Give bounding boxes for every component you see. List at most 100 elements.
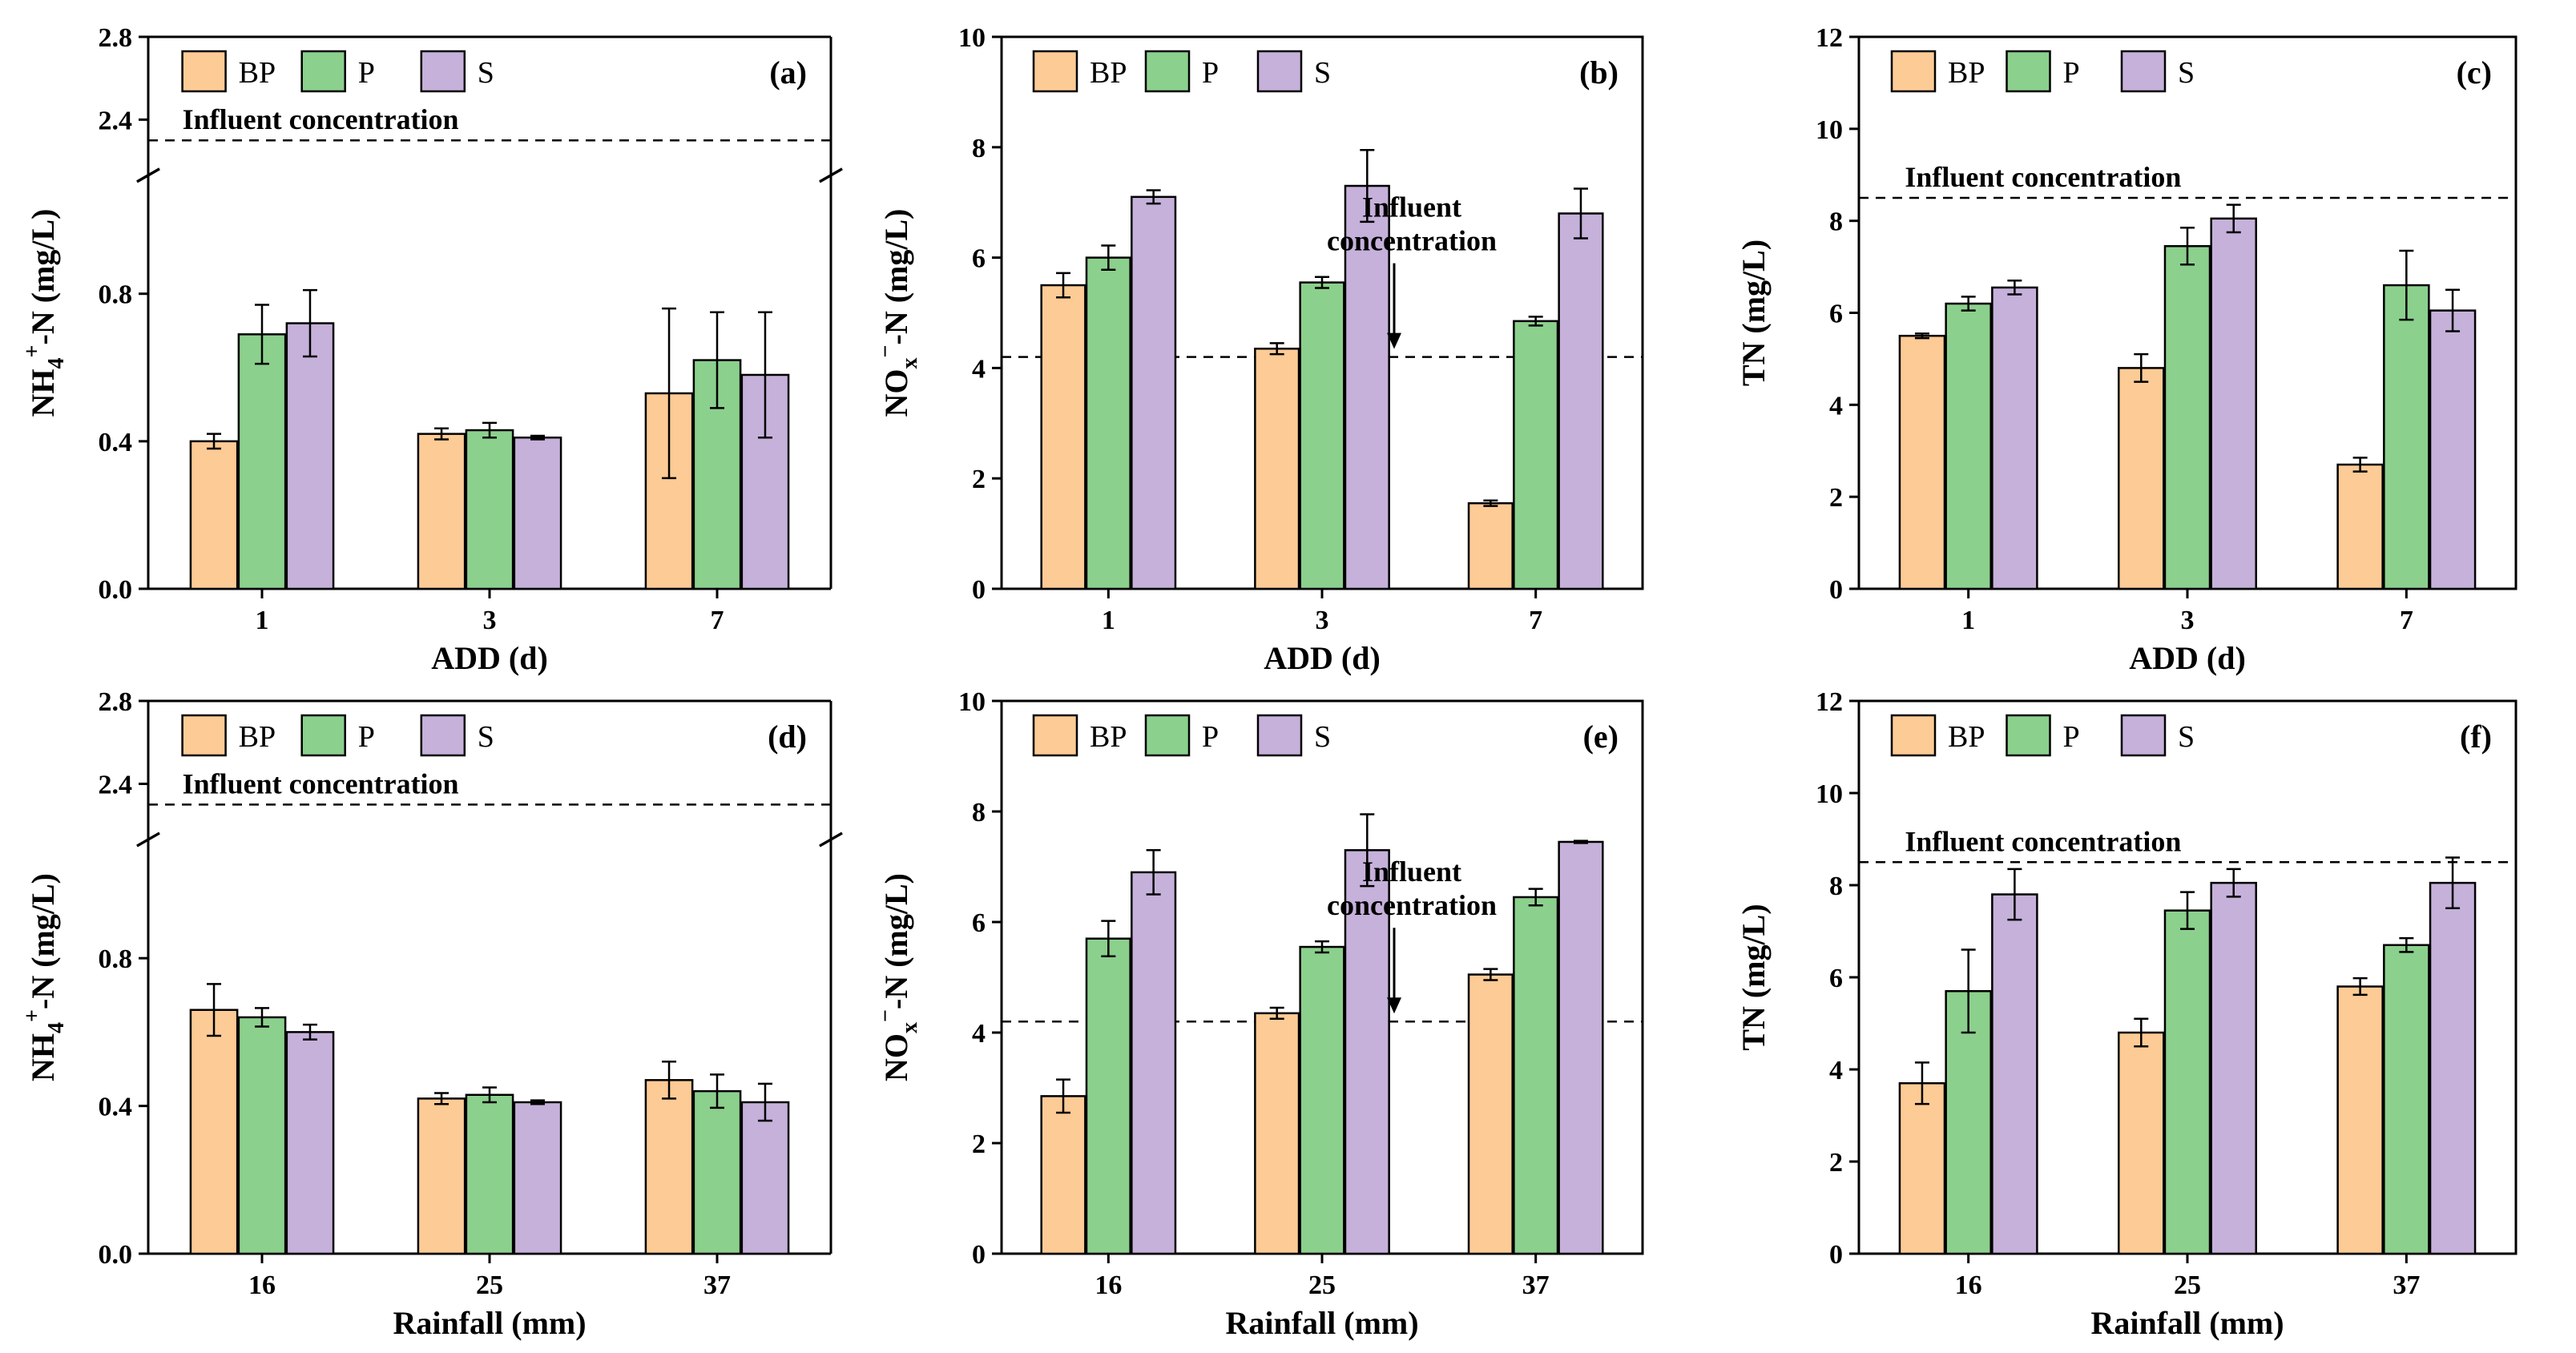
x-axis-title: Rainfall (mm) <box>1225 1305 1418 1341</box>
bar-S-37 <box>2429 881 2477 1255</box>
bar-BP-25 <box>417 1097 466 1255</box>
bar-S-16 <box>1131 871 1177 1255</box>
y-tick-label: 0.8 <box>99 280 133 310</box>
legend-label-S: S <box>1314 720 1331 754</box>
y-axis-title: NOx−-N (mg/L) <box>873 873 922 1081</box>
annotation-text: concentration <box>1327 225 1497 257</box>
legend-swatch-S <box>2120 714 2167 757</box>
annotation-text: Influent <box>1362 191 1461 223</box>
legend-label-S: S <box>2178 56 2195 90</box>
panel-label: (a) <box>769 54 807 91</box>
x-tick-label: 3 <box>1316 606 1329 635</box>
y-tick-label: 6 <box>972 244 986 274</box>
bar-BP-1 <box>1898 334 1946 590</box>
panel-b: 0 2 4 6 8 10 1 3 7 ADD (d) NOx−-N (mg/L) BP P S (b) Inf… <box>873 23 1644 676</box>
legend-label-S: S <box>1314 56 1331 90</box>
bar-S-25 <box>1344 849 1390 1255</box>
x-tick-label: 16 <box>248 1270 276 1300</box>
legend-label-BP: BP <box>239 720 276 754</box>
legend-swatch-BP <box>1032 714 1078 757</box>
bar-S-1 <box>1131 195 1177 590</box>
x-tick-label: 25 <box>476 1270 503 1300</box>
y-axis-title-subscript: x <box>897 1022 922 1033</box>
legend-label-S: S <box>478 720 494 754</box>
panel-f: 0 2 4 6 8 10 12 16 25 37 Rainfall (mm) TN (mg/L) BP P… <box>1735 687 2518 1341</box>
legend-label-P: P <box>358 56 375 90</box>
bar-S-37 <box>1558 840 1604 1255</box>
bar-P-25 <box>1299 945 1345 1255</box>
y-tick-label: 2 <box>972 465 986 494</box>
annotation-arrow-head <box>1387 997 1401 1014</box>
y-tick-label: 0.0 <box>99 575 133 605</box>
y-tick-label: 12 <box>1816 687 1843 717</box>
x-axis-title: ADD (d) <box>431 640 548 676</box>
bar-S-7 <box>2429 309 2477 590</box>
legend-swatch-P <box>2006 50 2051 93</box>
panel-label: (e) <box>1583 719 1619 755</box>
bar-BP-25 <box>1254 1012 1300 1255</box>
legend-swatch-S <box>420 714 466 757</box>
legend-swatch-S <box>420 50 466 93</box>
legend-swatch-S <box>1256 50 1303 93</box>
annotation-text: Influent concentration <box>1905 825 2181 857</box>
y-axis-title-unit: -N (mg/L) <box>878 209 914 345</box>
y-axis-title-subscript: x <box>897 357 922 368</box>
bar-BP-37 <box>1467 973 1514 1255</box>
y-tick-label: 10 <box>958 23 986 53</box>
y-axis-title-subscript: 4 <box>44 1022 69 1033</box>
legend-swatch-P <box>1144 714 1191 757</box>
legend-swatch-P <box>300 50 346 93</box>
bar-S-16 <box>285 1031 335 1255</box>
y-tick-label: 8 <box>972 798 986 828</box>
y-tick-label: 12 <box>1816 23 1843 53</box>
y-tick-label: 0.0 <box>99 1240 133 1270</box>
bar-P-1 <box>1945 302 1992 590</box>
y-axis-title: NH4+-N (mg/L) <box>20 209 69 417</box>
bar-S-3 <box>2210 217 2257 590</box>
x-tick-label: 3 <box>2181 606 2195 635</box>
x-tick-label: 1 <box>1961 606 1975 635</box>
legend-label-S: S <box>478 56 494 90</box>
bar-P-3 <box>465 429 514 590</box>
y-tick-label: 0 <box>1829 575 1843 605</box>
bar-BP-16 <box>1898 1082 1946 1255</box>
y-tick-label: 10 <box>1816 115 1843 145</box>
legend-swatch-P <box>1144 50 1191 93</box>
y-axis-title-superscript: + <box>20 1009 45 1022</box>
y-tick-label: 4 <box>1829 1056 1843 1085</box>
bar-P-1 <box>1085 256 1131 590</box>
bar-S-3 <box>1344 184 1390 590</box>
axis-break-mark <box>819 167 843 183</box>
bar-BP-25 <box>2118 1031 2165 1255</box>
panel-a: 0.0 0.4 0.8 2.4 2.8 1 3 7 ADD (d) NH4+-N (mg/L) BP… <box>20 23 843 676</box>
y-tick-label: 10 <box>958 687 986 717</box>
bar-P-37 <box>692 1089 742 1255</box>
bar-BP-7 <box>2336 463 2384 590</box>
axis-break-mark <box>136 832 160 848</box>
y-tick-label: 6 <box>1829 300 1843 329</box>
annotation-text: Influent concentration <box>183 767 459 799</box>
y-axis-title-main: NO <box>878 368 914 417</box>
bar-BP-1 <box>189 440 239 590</box>
bar-BP-3 <box>417 433 466 590</box>
legend-swatch-S <box>1256 714 1303 757</box>
bar-P-7 <box>1513 320 1559 590</box>
bar-BP-3 <box>1254 348 1300 590</box>
y-tick-label: 0 <box>1829 1240 1843 1270</box>
bar-S-3 <box>513 436 562 590</box>
y-tick-label: 8 <box>1829 207 1843 237</box>
y-axis-title-superscript: + <box>20 345 45 358</box>
panel-label: (d) <box>768 719 807 755</box>
legend-swatch-BP <box>181 50 227 93</box>
panel-label: (b) <box>1579 54 1619 91</box>
x-tick-label: 25 <box>2174 1270 2201 1300</box>
y-axis-title-main: NO <box>878 1033 914 1081</box>
y-tick-label: 2 <box>1829 1148 1843 1178</box>
bar-BP-16 <box>1040 1095 1086 1255</box>
x-tick-label: 7 <box>711 606 724 635</box>
bar-BP-1 <box>1040 284 1086 590</box>
x-axis-title: Rainfall (mm) <box>2090 1305 2284 1341</box>
y-tick-label: 2.8 <box>99 687 133 717</box>
bar-P-3 <box>2163 244 2211 590</box>
